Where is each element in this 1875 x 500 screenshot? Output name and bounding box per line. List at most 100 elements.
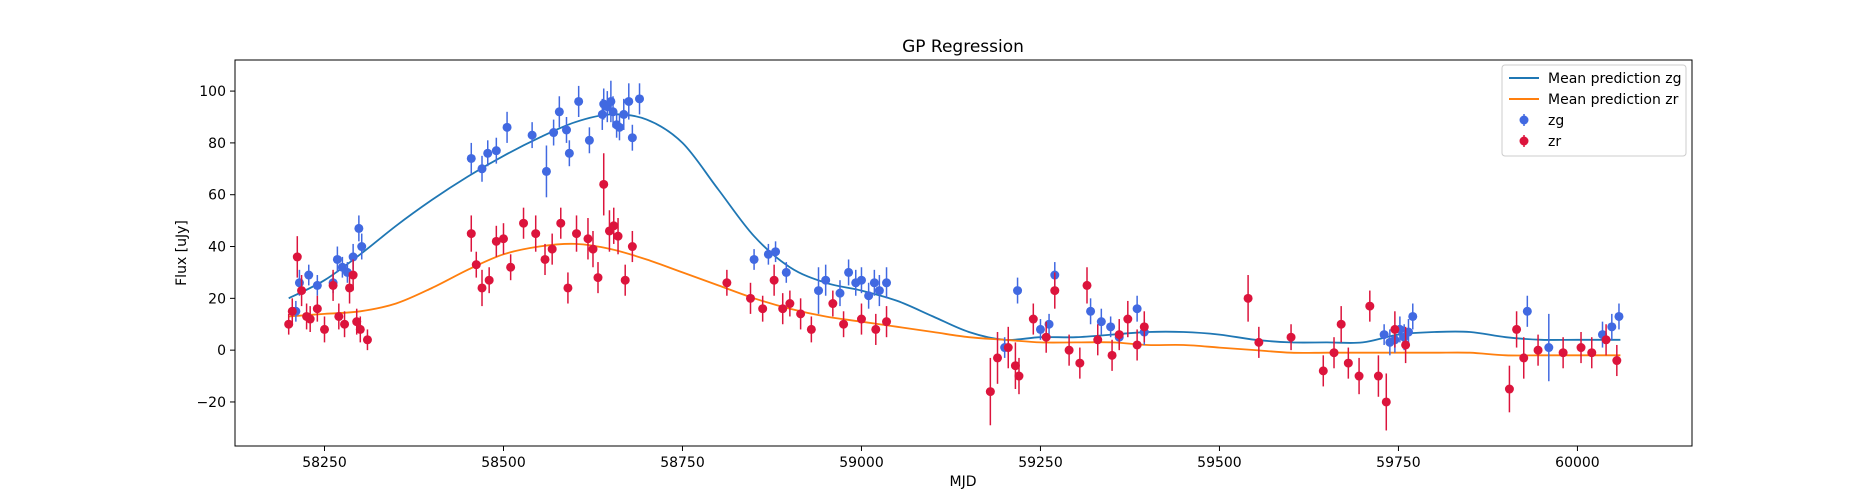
data-point — [627, 133, 637, 143]
data-point — [597, 109, 607, 119]
data-point — [635, 94, 645, 104]
data-point — [785, 299, 795, 309]
data-point — [466, 153, 476, 163]
data-point — [312, 304, 322, 314]
data-point — [844, 267, 854, 277]
data-point — [619, 109, 629, 119]
data-point — [1041, 332, 1051, 342]
x-axis: 58250 58500 58750 59000 59250 59500 59750 60000 — [302, 446, 1600, 471]
data-point — [1050, 286, 1060, 296]
data-point — [332, 254, 342, 264]
x-tick-label: 58500 — [481, 455, 526, 471]
data-point — [1123, 314, 1133, 324]
data-point — [1522, 306, 1532, 316]
data-point — [1379, 330, 1389, 340]
data-point — [477, 283, 487, 293]
data-point — [1132, 340, 1142, 350]
data-point — [506, 262, 516, 272]
data-point — [613, 231, 623, 241]
data-point — [1390, 324, 1400, 334]
y-tick-label: −20 — [196, 395, 226, 411]
data-point — [1014, 371, 1024, 381]
data-point — [763, 249, 773, 259]
data-point — [1587, 348, 1597, 358]
data-point — [1614, 311, 1624, 321]
data-point — [1013, 286, 1023, 296]
y-axis: −20 0 20 40 60 80 100 — [196, 84, 235, 411]
data-point — [1401, 340, 1411, 350]
data-point — [292, 252, 302, 262]
data-point — [491, 236, 501, 246]
data-point — [1408, 311, 1418, 321]
data-point — [304, 270, 314, 280]
data-point — [348, 270, 358, 280]
data-point — [1075, 358, 1085, 368]
data-point — [340, 319, 350, 329]
data-point — [1558, 348, 1568, 358]
series-points-zg — [291, 80, 1624, 382]
y-tick-label: 0 — [217, 343, 226, 359]
data-point — [502, 122, 512, 132]
legend-label-zr: zr — [1548, 134, 1561, 150]
data-point — [471, 260, 481, 270]
data-point — [620, 275, 630, 285]
data-point — [355, 324, 365, 334]
data-point — [1114, 330, 1124, 340]
data-point — [584, 135, 594, 145]
data-point — [561, 125, 571, 135]
data-point — [1093, 335, 1103, 345]
data-point — [1612, 356, 1622, 366]
data-point — [722, 278, 732, 288]
data-point — [1601, 335, 1611, 345]
data-point — [348, 252, 358, 262]
data-point — [574, 96, 584, 106]
data-point — [993, 353, 1003, 363]
x-tick-label: 60000 — [1555, 455, 1600, 471]
legend-box — [1501, 64, 1687, 157]
data-point — [1010, 361, 1020, 371]
data-point — [1086, 306, 1096, 316]
data-point — [1028, 314, 1038, 324]
data-point — [778, 304, 788, 314]
data-point — [294, 278, 304, 288]
data-point — [624, 96, 634, 106]
data-point — [1354, 371, 1364, 381]
data-point — [821, 275, 831, 285]
plot-area: 58250 58500 58750 59000 59250 59500 59750 60000… — [196, 59, 1693, 471]
data-point — [498, 234, 508, 244]
y-tick-label: 60 — [208, 188, 226, 204]
data-point — [1318, 366, 1328, 376]
series-points-zr — [284, 153, 1622, 431]
data-point — [1343, 358, 1353, 368]
data-point — [1504, 384, 1514, 394]
y-tick-label: 80 — [208, 136, 226, 152]
data-point — [1533, 345, 1543, 355]
data-point — [354, 223, 364, 233]
data-point — [1254, 337, 1264, 347]
data-point — [312, 280, 322, 290]
data-point — [549, 128, 559, 138]
data-point — [491, 146, 501, 156]
x-tick-label: 59500 — [1197, 455, 1242, 471]
data-point — [1576, 343, 1586, 353]
data-point — [882, 278, 892, 288]
data-point — [1035, 324, 1045, 334]
data-point — [608, 107, 618, 117]
data-point — [771, 247, 781, 257]
x-tick-label: 58750 — [660, 455, 705, 471]
x-tick-label: 58250 — [302, 455, 347, 471]
data-point — [1107, 350, 1117, 360]
data-point — [1519, 353, 1529, 363]
y-tick-label: 40 — [208, 240, 226, 256]
data-point — [1003, 343, 1013, 353]
data-point — [871, 324, 881, 334]
data-point — [749, 254, 759, 264]
data-point — [1139, 322, 1149, 332]
data-point — [769, 275, 779, 285]
data-point — [334, 311, 344, 321]
data-point — [531, 229, 541, 239]
data-point — [319, 324, 329, 334]
data-point — [297, 286, 307, 296]
data-point — [985, 387, 995, 397]
y-axis-label: Flux [uJy] — [174, 220, 190, 286]
